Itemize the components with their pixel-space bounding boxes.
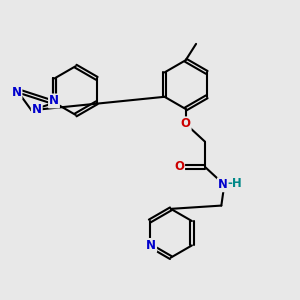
Text: N: N bbox=[11, 86, 22, 99]
Text: -H: -H bbox=[227, 177, 242, 190]
Text: O: O bbox=[174, 160, 184, 173]
Text: N: N bbox=[32, 103, 42, 116]
Text: N: N bbox=[49, 94, 59, 107]
Text: N: N bbox=[218, 178, 228, 191]
Text: O: O bbox=[181, 117, 191, 130]
Text: N: N bbox=[146, 239, 156, 252]
